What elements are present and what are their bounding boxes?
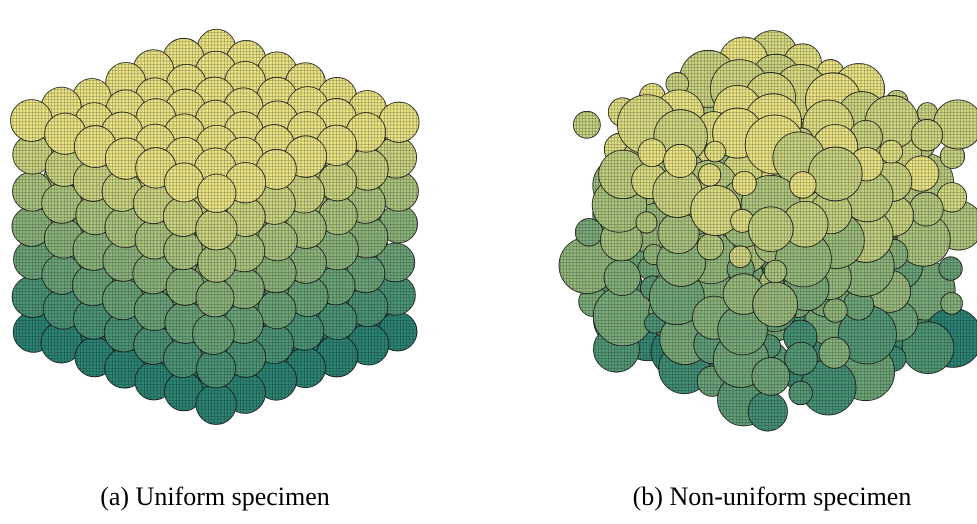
sphere-mesh <box>808 147 862 201</box>
sphere-mesh <box>939 257 962 280</box>
sphere-mesh <box>789 381 813 405</box>
sphere-mesh <box>664 144 697 177</box>
sphere-mesh <box>764 260 786 282</box>
sphere-mesh <box>824 299 848 323</box>
sphere-mesh <box>193 313 235 355</box>
sphere-mesh <box>196 384 236 424</box>
sphere-mesh <box>573 111 600 138</box>
sphere-mesh <box>699 164 721 186</box>
sphere-mesh <box>705 141 726 162</box>
sphere-mesh <box>748 207 793 252</box>
non-uniform-packing <box>559 31 977 431</box>
caption: (a) Uniform specimen <box>100 482 330 511</box>
sphere-mesh <box>790 172 817 199</box>
sphere-mesh <box>748 392 787 431</box>
sphere-mesh <box>785 342 818 375</box>
caption: (b) Non-uniform specimen <box>633 482 912 511</box>
sphere-mesh <box>196 209 237 250</box>
sphere-mesh <box>880 140 903 163</box>
sphere-mesh <box>636 212 657 233</box>
sphere-mesh <box>732 171 756 195</box>
page: (a) Uniform specimen (b) Non-uniform spe… <box>0 0 977 524</box>
sphere-mesh <box>197 174 235 212</box>
uniform-packing <box>10 29 419 424</box>
sphere-mesh <box>697 234 723 260</box>
sphere-mesh <box>819 337 850 368</box>
sphere-mesh <box>941 293 963 315</box>
figure: (a) Uniform specimen (b) Non-uniform spe… <box>0 0 977 524</box>
sphere-mesh <box>753 282 798 327</box>
sphere-mesh <box>911 119 943 151</box>
sphere-mesh <box>196 279 234 317</box>
sphere-mesh <box>729 246 751 268</box>
sphere-mesh <box>752 358 790 396</box>
sphere-mesh <box>909 192 943 226</box>
sphere-mesh <box>638 139 666 167</box>
sphere-mesh <box>604 259 640 295</box>
